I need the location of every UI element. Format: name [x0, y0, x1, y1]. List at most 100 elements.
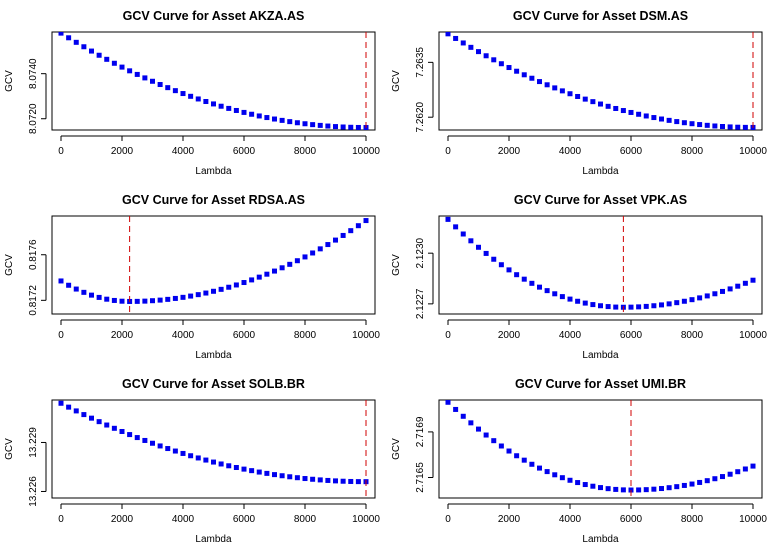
data-point: [81, 412, 87, 418]
data-point: [165, 85, 171, 91]
data-point: [712, 291, 718, 297]
data-point: [537, 465, 542, 471]
data-point: [514, 272, 520, 278]
data-point: [590, 99, 596, 105]
x-tick-label: 6000: [620, 514, 643, 525]
data-point: [445, 216, 451, 222]
chart-panel: GCV Curve for Asset UMI.BR 0 2000 4000 6000 8…: [391, 377, 767, 545]
y-axis-label: GCV: [391, 438, 402, 460]
data-point: [104, 56, 110, 62]
data-point: [460, 231, 466, 237]
data-point: [195, 96, 201, 102]
data-point: [348, 478, 354, 484]
data-point: [498, 262, 504, 268]
data-point: [355, 124, 361, 130]
data-point: [674, 484, 680, 490]
data-point: [552, 472, 558, 478]
y-tick-label: 0.8172: [28, 285, 39, 316]
data-point: [96, 52, 102, 58]
data-point: [363, 218, 369, 224]
y-axis-label: GCV: [4, 70, 15, 92]
data-point: [226, 463, 232, 469]
data-point: [96, 419, 102, 425]
data-point: [241, 280, 247, 286]
data-point: [348, 228, 354, 234]
data-point: [636, 111, 642, 117]
series-points: [58, 218, 369, 304]
data-point: [73, 286, 79, 292]
data-point: [628, 109, 634, 115]
data-point: [598, 485, 603, 491]
x-tick-label: 2000: [498, 330, 521, 341]
x-tick-label: 8000: [294, 514, 317, 525]
data-point: [643, 113, 649, 119]
y-tick-label: 13.226: [28, 476, 39, 507]
series-points: [58, 400, 369, 485]
data-point: [325, 477, 331, 483]
data-point: [559, 88, 565, 94]
data-point: [681, 298, 687, 304]
data-point: [249, 111, 255, 117]
data-point: [172, 448, 178, 454]
x-tick-label: 8000: [681, 146, 704, 157]
data-point: [119, 428, 125, 434]
data-point: [559, 294, 565, 300]
data-point: [483, 53, 489, 59]
data-point: [134, 71, 140, 77]
x-tick-label: 4000: [172, 514, 195, 525]
data-point: [582, 300, 588, 306]
data-point: [165, 446, 171, 452]
data-point: [674, 119, 680, 125]
data-point: [605, 304, 611, 310]
data-point: [142, 75, 148, 81]
data-point: [180, 91, 186, 97]
data-point: [134, 298, 140, 304]
data-point: [287, 119, 293, 125]
data-point: [476, 244, 481, 250]
chart-title: GCV Curve for Asset AKZA.AS: [123, 9, 305, 23]
data-point: [491, 57, 497, 63]
x-tick-label: 6000: [620, 330, 643, 341]
x-tick-label: 10000: [352, 146, 380, 157]
data-point: [720, 474, 725, 480]
data-point: [340, 124, 346, 130]
x-tick-label: 4000: [172, 146, 195, 157]
data-point: [506, 65, 512, 71]
y-tick-label: 2.1227: [415, 288, 426, 319]
data-point: [348, 124, 354, 130]
data-point: [233, 282, 239, 288]
data-point: [735, 124, 741, 130]
data-point: [689, 481, 695, 487]
chart-title: GCV Curve for Asset RDSA.AS: [122, 193, 305, 207]
x-axis-label: Lambda: [582, 166, 619, 177]
x-tick-label: 10000: [739, 330, 767, 341]
y-tick-label: 2.7169: [415, 416, 426, 447]
data-point: [750, 463, 756, 469]
data-point: [134, 435, 140, 441]
data-point: [552, 85, 558, 91]
chart-panel: GCV Curve for Asset VPK.AS 0 2000 4000 6000 8…: [391, 193, 767, 361]
data-point: [119, 64, 125, 70]
data-point: [333, 237, 338, 243]
data-point: [89, 292, 94, 298]
chart-title: GCV Curve for Asset SOLB.BR: [122, 377, 305, 391]
data-point: [302, 121, 308, 127]
data-point: [249, 277, 255, 283]
data-point: [218, 461, 224, 467]
data-point: [58, 32, 64, 36]
data-point: [689, 121, 695, 127]
data-point: [651, 303, 657, 309]
data-point: [89, 48, 94, 54]
data-point: [666, 485, 672, 491]
data-point: [203, 457, 209, 463]
data-point: [491, 438, 497, 444]
data-point: [453, 406, 459, 412]
x-tick-label: 8000: [294, 146, 317, 157]
y-axis-label: GCV: [391, 70, 402, 92]
data-point: [264, 271, 270, 277]
data-point: [294, 258, 300, 264]
data-point: [613, 304, 619, 310]
data-point: [165, 296, 171, 302]
data-point: [453, 224, 459, 230]
data-point: [264, 115, 270, 121]
